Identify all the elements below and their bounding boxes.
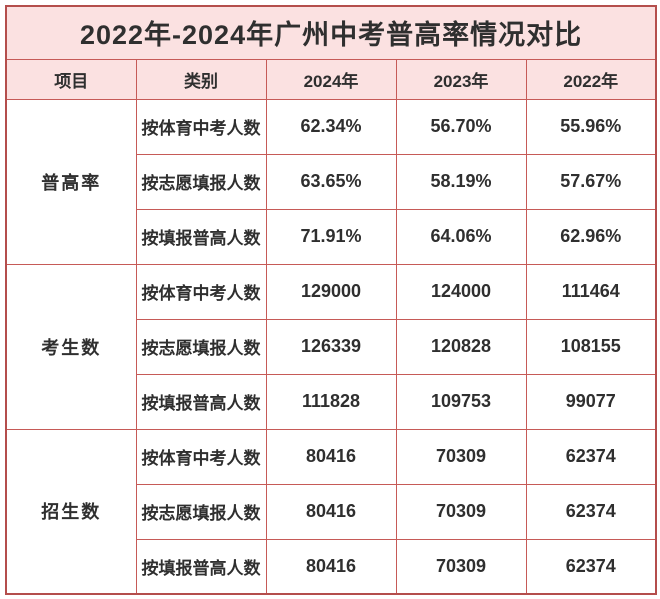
table-row: 按志愿填报人数 126339 120828 108155 xyxy=(6,318,657,375)
value-cell: 80416 xyxy=(265,483,397,540)
value-cell: 109753 xyxy=(395,373,527,430)
page-title: 2022年-2024年广州中考普高率情况对比 xyxy=(5,5,657,60)
table-row: 按志愿填报人数 63.65% 58.19% 57.67% xyxy=(6,153,657,210)
value-cell: 70309 xyxy=(395,483,527,540)
value-cell: 129000 xyxy=(265,263,397,320)
header-row: 项目 类别 2024年 2023年 2022年 xyxy=(5,58,657,100)
group-label-candidates: 考生数 xyxy=(5,263,137,430)
category-cell: 按填报普高人数 xyxy=(135,373,267,430)
category-cell: 按志愿填报人数 xyxy=(135,318,267,375)
category-cell: 按志愿填报人数 xyxy=(135,483,267,540)
value-cell: 56.70% xyxy=(395,98,527,155)
value-cell: 108155 xyxy=(525,318,657,375)
value-cell: 120828 xyxy=(395,318,527,375)
category-cell: 按体育中考人数 xyxy=(135,428,267,485)
value-cell: 63.65% xyxy=(265,153,397,210)
value-cell: 126339 xyxy=(265,318,397,375)
comparison-table: 2022年-2024年广州中考普高率情况对比 项目 类别 2024年 2023年… xyxy=(5,5,658,595)
column-header-2022: 2022年 xyxy=(525,58,657,100)
column-header-project: 项目 xyxy=(5,58,137,100)
column-header-category: 类别 xyxy=(135,58,267,100)
value-cell: 70309 xyxy=(395,538,527,595)
table-row: 招生数 按体育中考人数 80416 70309 62374 xyxy=(5,428,657,595)
table-row: 按填报普高人数 111828 109753 99077 xyxy=(6,373,657,430)
value-cell: 57.67% xyxy=(525,153,657,210)
table-row: 普高率 按体育中考人数 62.34% 56.70% 55.96% xyxy=(5,98,657,265)
category-cell: 按体育中考人数 xyxy=(135,98,267,155)
value-cell: 62374 xyxy=(525,538,657,595)
value-cell: 62.96% xyxy=(525,208,657,265)
group-label-rate: 普高率 xyxy=(5,98,137,265)
table-row: 考生数 按体育中考人数 129000 124000 111464 xyxy=(5,263,657,430)
value-cell: 70309 xyxy=(395,428,527,485)
value-cell: 111464 xyxy=(525,263,657,320)
value-cell: 124000 xyxy=(395,263,527,320)
value-cell: 62374 xyxy=(525,483,657,540)
category-cell: 按志愿填报人数 xyxy=(135,153,267,210)
value-cell: 55.96% xyxy=(525,98,657,155)
category-cell: 按填报普高人数 xyxy=(135,538,267,595)
title-row: 2022年-2024年广州中考普高率情况对比 xyxy=(5,5,657,60)
value-cell: 80416 xyxy=(265,428,397,485)
value-cell: 71.91% xyxy=(265,208,397,265)
category-cell: 按填报普高人数 xyxy=(135,208,267,265)
value-cell: 111828 xyxy=(265,373,397,430)
value-cell: 62374 xyxy=(525,428,657,485)
table-row: 按志愿填报人数 80416 70309 62374 xyxy=(6,483,657,540)
category-cell: 按体育中考人数 xyxy=(135,263,267,320)
group-label-enrollment: 招生数 xyxy=(5,428,137,595)
value-cell: 64.06% xyxy=(395,208,527,265)
column-header-2024: 2024年 xyxy=(265,58,397,100)
value-cell: 58.19% xyxy=(395,153,527,210)
value-cell: 99077 xyxy=(525,373,657,430)
table-row: 按填报普高人数 80416 70309 62374 xyxy=(6,538,657,595)
value-cell: 80416 xyxy=(265,538,397,595)
value-cell: 62.34% xyxy=(265,98,397,155)
table-row: 按填报普高人数 71.91% 64.06% 62.96% xyxy=(6,208,657,265)
column-header-2023: 2023年 xyxy=(395,58,527,100)
